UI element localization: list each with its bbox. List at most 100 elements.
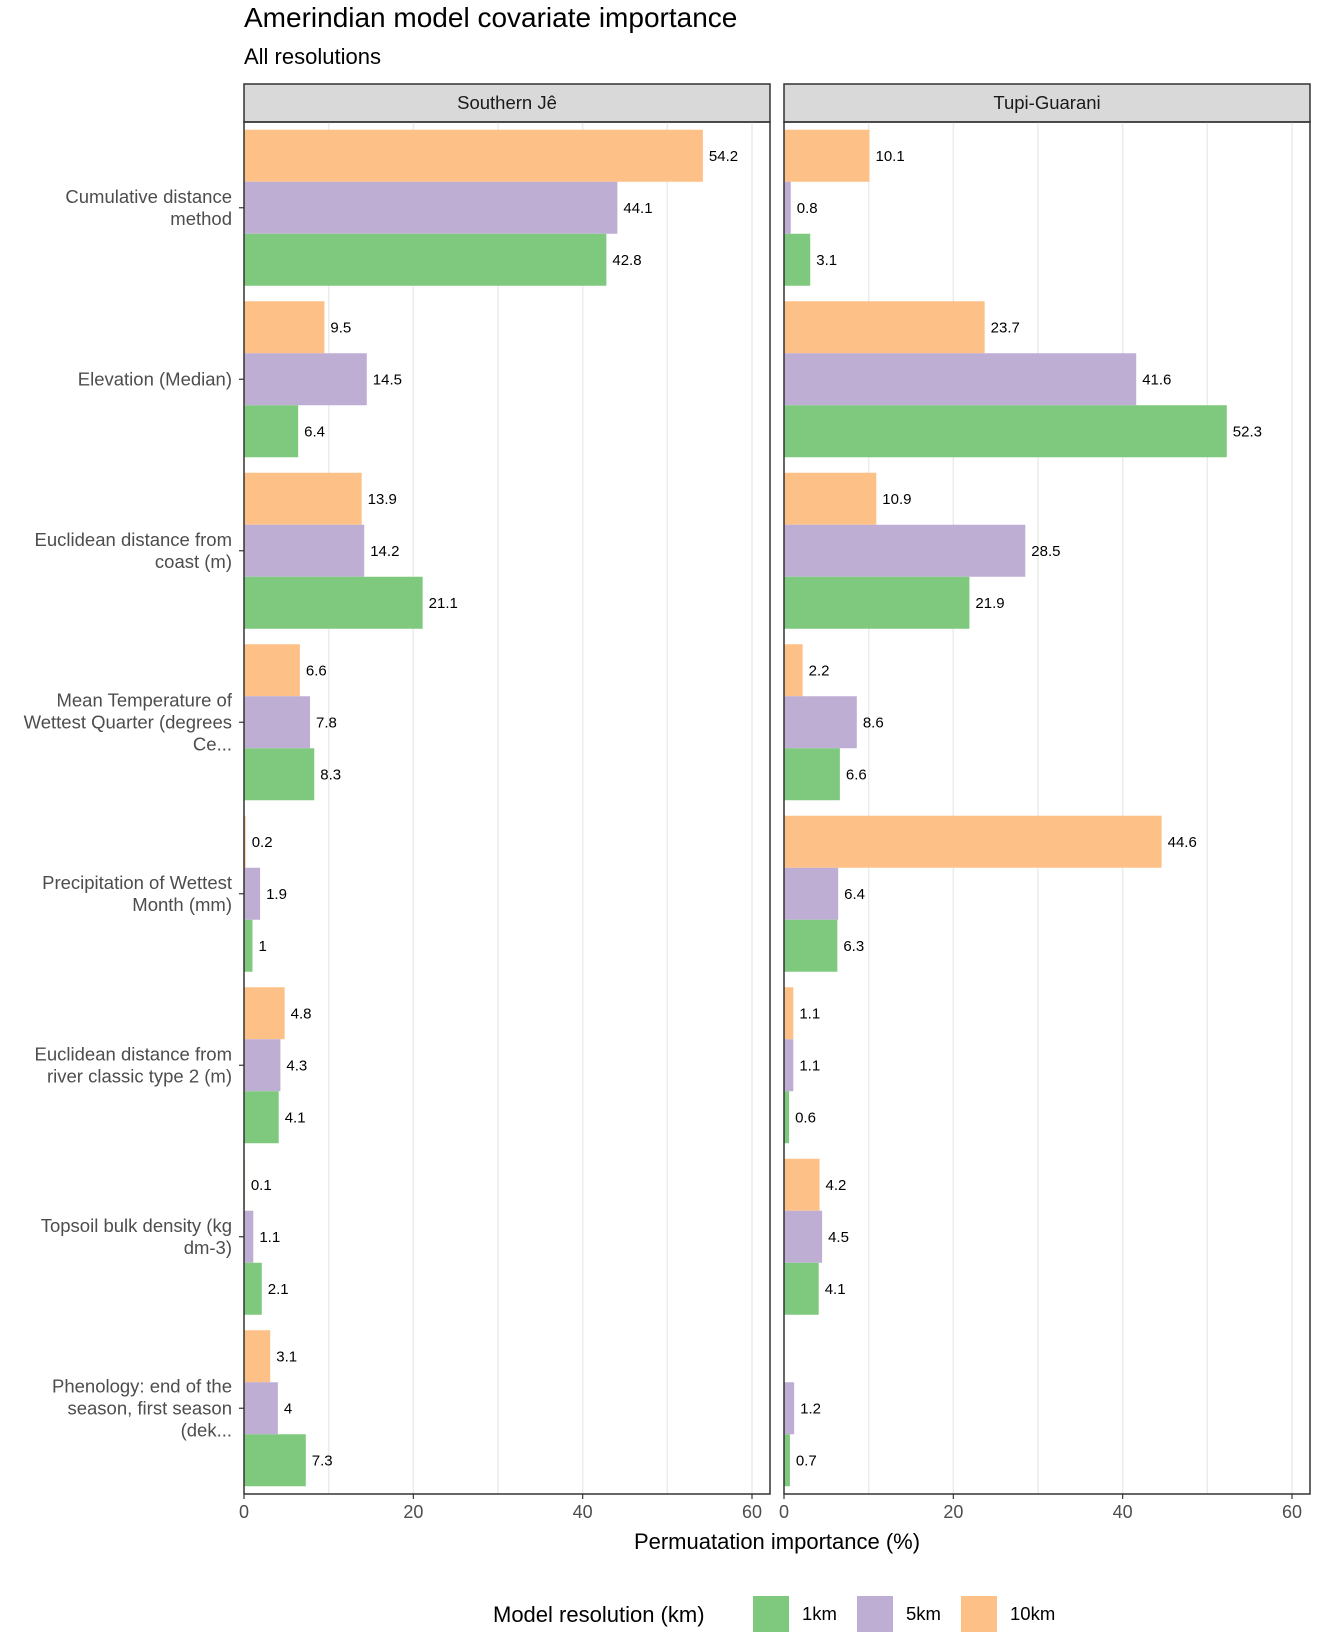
data-label: 14.2 bbox=[370, 543, 399, 560]
bar-1km bbox=[244, 576, 423, 629]
x-tick-label: 0 bbox=[239, 1502, 249, 1522]
bar-10km bbox=[784, 644, 803, 697]
bar-5km bbox=[244, 353, 367, 406]
y-tick-label: Euclidean distance from bbox=[35, 529, 232, 550]
bar-5km bbox=[784, 1210, 823, 1263]
data-label: 3.1 bbox=[816, 252, 837, 269]
data-label: 1.2 bbox=[800, 1400, 821, 1417]
x-tick-label: 60 bbox=[742, 1502, 762, 1522]
y-tick-label: coast (m) bbox=[155, 551, 232, 572]
y-tick-label: Precipitation of Wettest bbox=[42, 872, 232, 893]
y-tick-label: Mean Temperature of bbox=[56, 689, 232, 710]
panel-strip-label: Tupi-Guarani bbox=[993, 92, 1100, 113]
bar-10km bbox=[784, 815, 1162, 868]
legend-label-5km: 5km bbox=[906, 1603, 941, 1624]
bar-5km bbox=[244, 696, 311, 749]
x-tick-label: 60 bbox=[1282, 1502, 1302, 1522]
data-label: 52.3 bbox=[1233, 423, 1262, 440]
y-tick-label: Euclidean distance from bbox=[35, 1043, 232, 1064]
data-label: 21.9 bbox=[975, 595, 1004, 612]
bar-1km bbox=[784, 1434, 790, 1487]
data-label: 2.1 bbox=[268, 1281, 289, 1298]
x-tick-label: 20 bbox=[403, 1502, 423, 1522]
data-label: 4.8 bbox=[291, 1005, 312, 1022]
data-label: 23.7 bbox=[991, 319, 1020, 336]
data-label: 10.9 bbox=[882, 491, 911, 508]
data-label: 6.6 bbox=[306, 662, 327, 679]
bar-1km bbox=[784, 576, 970, 629]
y-tick-label: Topsoil bulk density (kg bbox=[41, 1215, 232, 1236]
bar-5km bbox=[784, 181, 791, 234]
bar-1km bbox=[244, 1091, 279, 1144]
x-tick-label: 40 bbox=[1113, 1502, 1133, 1522]
bar-10km bbox=[784, 472, 877, 525]
data-label: 44.6 bbox=[1168, 834, 1197, 851]
data-label: 6.4 bbox=[844, 886, 865, 903]
bar-1km bbox=[784, 748, 840, 801]
data-label: 0.2 bbox=[252, 834, 273, 851]
bar-5km bbox=[244, 1039, 281, 1092]
chart-subtitle: All resolutions bbox=[244, 44, 381, 69]
legend-key-10km bbox=[961, 1596, 997, 1632]
bar-10km bbox=[784, 301, 985, 354]
y-tick-label: Cumulative distance bbox=[65, 186, 232, 207]
y-tick-label: Wettest Quarter (degrees bbox=[24, 711, 232, 732]
panel-border bbox=[243, 121, 771, 1495]
bar-5km bbox=[784, 353, 1137, 406]
bar-10km bbox=[244, 987, 285, 1040]
panel-0: Southern Jê54.244.142.89.514.56.413.914.… bbox=[239, 83, 771, 1522]
y-tick-label: Month (mm) bbox=[132, 894, 232, 915]
bar-10km bbox=[784, 987, 794, 1040]
bar-1km bbox=[784, 919, 838, 972]
data-label: 4.2 bbox=[826, 1177, 847, 1194]
y-tick-label: season, first season bbox=[67, 1397, 232, 1418]
y-tick-label: Elevation (Median) bbox=[78, 368, 232, 389]
data-label: 4.1 bbox=[285, 1109, 306, 1126]
bar-1km bbox=[784, 1091, 790, 1144]
data-label: 8.3 bbox=[320, 766, 341, 783]
legend-label-10km: 10km bbox=[1010, 1603, 1055, 1624]
data-label: 13.9 bbox=[368, 491, 397, 508]
bar-1km bbox=[244, 748, 315, 801]
y-tick-label: Ce... bbox=[193, 733, 232, 754]
bar-1km bbox=[244, 1262, 262, 1315]
data-label: 21.1 bbox=[429, 595, 458, 612]
data-label: 41.6 bbox=[1142, 371, 1171, 388]
data-label: 28.5 bbox=[1031, 543, 1060, 560]
bar-5km bbox=[784, 524, 1026, 577]
bar-1km bbox=[784, 1262, 819, 1315]
panel-strip bbox=[243, 83, 771, 123]
y-tick-label: river classic type 2 (m) bbox=[47, 1065, 232, 1086]
data-label: 4.3 bbox=[286, 1057, 307, 1074]
data-label: 1.1 bbox=[799, 1057, 820, 1074]
data-label: 4 bbox=[284, 1400, 292, 1417]
data-label: 1.9 bbox=[266, 886, 287, 903]
y-tick-label: Phenology: end of the bbox=[52, 1375, 232, 1396]
bar-1km bbox=[244, 405, 299, 458]
bar-1km bbox=[244, 1434, 306, 1487]
data-label: 10.1 bbox=[876, 148, 905, 165]
x-tick-label: 20 bbox=[943, 1502, 963, 1522]
data-label: 4.1 bbox=[825, 1281, 846, 1298]
bar-1km bbox=[784, 233, 811, 286]
panel-border bbox=[783, 121, 1311, 1495]
data-label: 54.2 bbox=[709, 148, 738, 165]
legend-label-1km: 1km bbox=[802, 1603, 837, 1624]
legend-title: Model resolution (km) bbox=[493, 1602, 705, 1627]
y-tick-label: (dek... bbox=[181, 1419, 232, 1440]
data-label: 8.6 bbox=[863, 714, 884, 731]
data-label: 1 bbox=[258, 938, 266, 955]
data-label: 0.8 bbox=[797, 200, 818, 217]
data-label: 2.2 bbox=[809, 662, 830, 679]
data-label: 44.1 bbox=[623, 200, 652, 217]
chart-title: Amerindian model covariate importance bbox=[244, 2, 737, 33]
panel-1: Tupi-Guarani 10.1 0.8 3.1 23.7 41.6 52.3 10.9 28… bbox=[779, 83, 1311, 1522]
legend-key-5km bbox=[857, 1596, 893, 1632]
panel-strip bbox=[783, 83, 1311, 123]
data-label: 6.3 bbox=[843, 938, 864, 955]
bar-5km bbox=[784, 1039, 794, 1092]
y-tick-label: method bbox=[170, 208, 232, 229]
data-label: 0.1 bbox=[251, 1177, 272, 1194]
bar-5km bbox=[784, 867, 839, 920]
